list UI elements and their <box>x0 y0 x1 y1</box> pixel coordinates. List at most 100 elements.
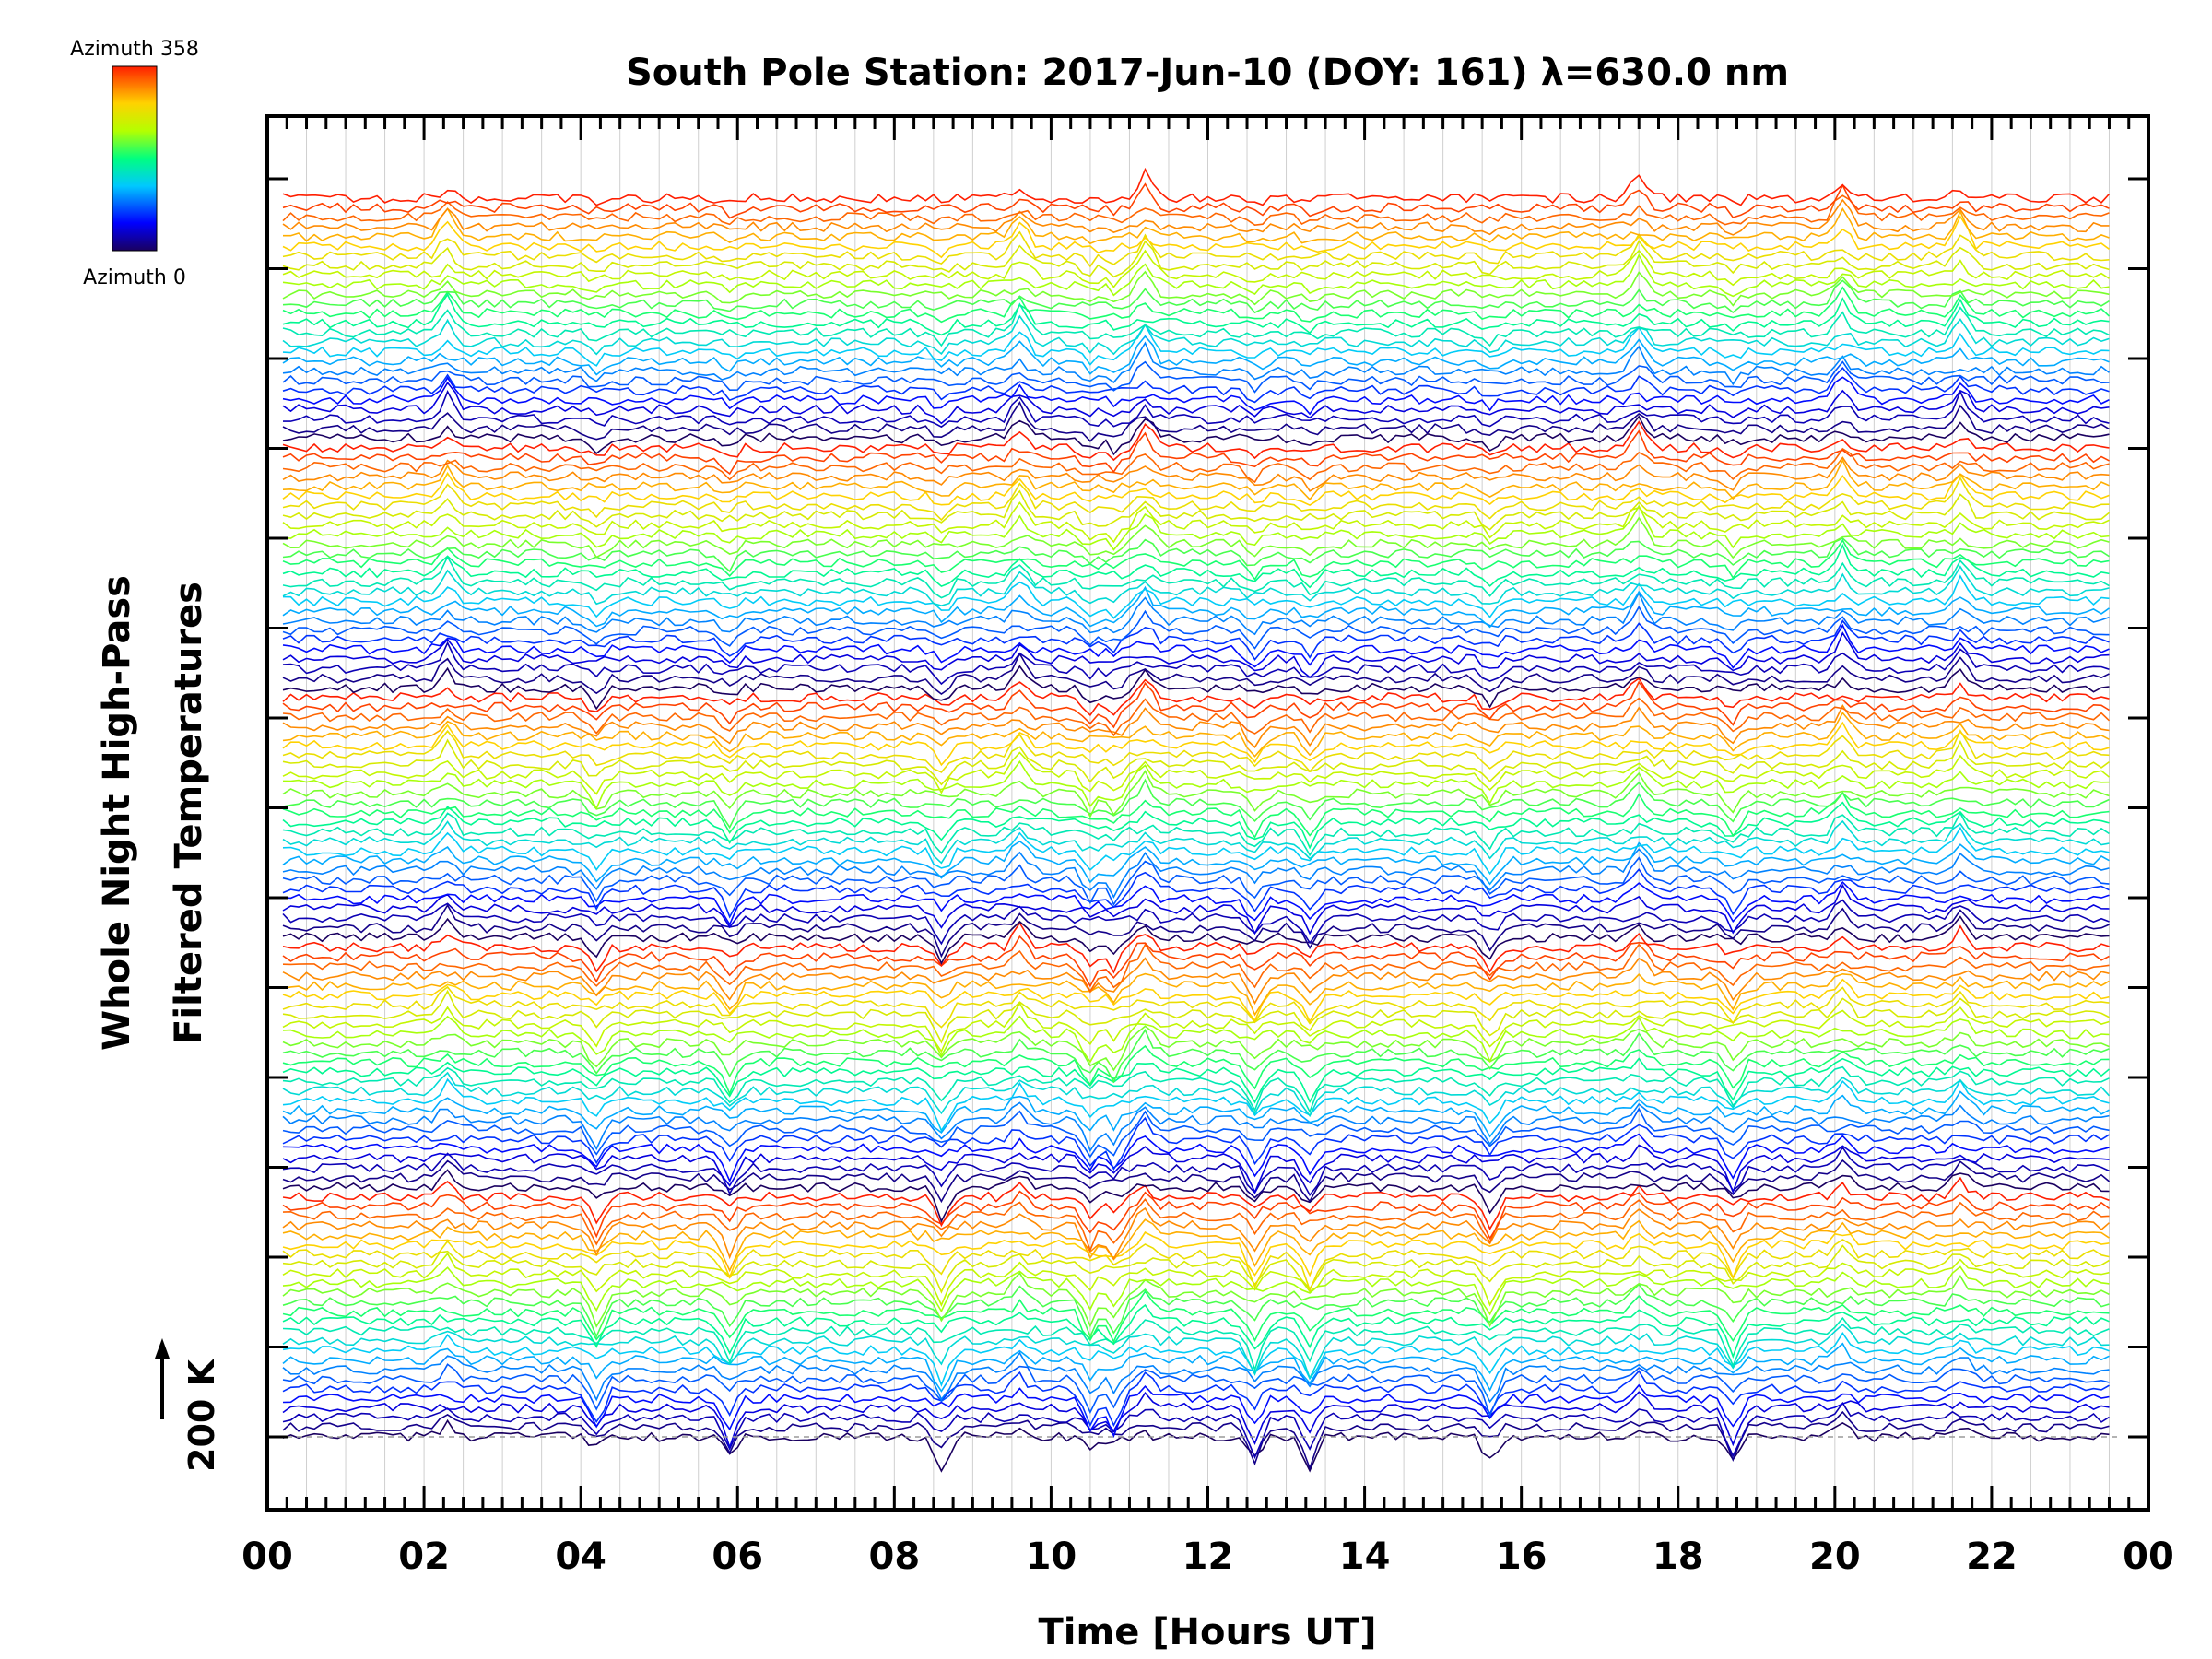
series-line <box>282 1238 2110 1292</box>
series-line <box>282 565 2110 607</box>
series-line <box>282 194 2110 227</box>
series-line <box>282 1015 2110 1064</box>
series-line <box>282 1146 2110 1197</box>
series-line <box>282 302 2110 347</box>
series-line <box>282 801 2110 850</box>
series-line <box>282 574 2110 619</box>
x-tick-label: 00 <box>2123 1535 2174 1578</box>
series-line <box>282 1107 2110 1159</box>
series-line <box>282 198 2110 236</box>
series-line <box>282 778 2110 830</box>
series-line <box>282 1090 2110 1138</box>
series-line <box>282 240 2110 278</box>
chart-title: South Pole Station: 2017-Jun-10 (DOY: 16… <box>626 52 1789 94</box>
series-line <box>282 868 2110 919</box>
series-line <box>282 1169 2110 1224</box>
series-line <box>282 1025 2110 1072</box>
series-line <box>282 751 2110 795</box>
x-tick-label: 02 <box>398 1535 450 1578</box>
series-line <box>282 458 2110 501</box>
series-line <box>282 922 2110 974</box>
x-tick-label: 00 <box>241 1535 293 1578</box>
series-line <box>282 631 2110 678</box>
x-tick-labels: 00 02 04 06 08 10 12 14 16 18 20 22 00 <box>241 1535 2174 1578</box>
x-tick-label: 16 <box>1496 1535 1547 1578</box>
x-tick-label: 18 <box>1653 1535 1704 1578</box>
x-tick-label: 20 <box>1809 1535 1861 1578</box>
series-line <box>282 249 2110 288</box>
series-line <box>282 989 2110 1044</box>
series-line <box>282 1342 2110 1393</box>
series-line <box>282 1002 2110 1053</box>
series-line <box>283 389 2110 429</box>
scale-label: 200 K <box>182 1358 222 1472</box>
series-line <box>282 215 2110 259</box>
series-line <box>282 972 2110 1017</box>
series-line <box>282 585 2110 629</box>
series-line <box>282 555 2110 599</box>
y-axis-label-line2: Filtered Temperatures <box>168 582 210 1044</box>
series-line <box>282 270 2110 307</box>
series-line <box>282 1370 2110 1428</box>
x-axis-label: Time [Hours UT] <box>1039 1611 1377 1653</box>
series-line <box>282 1116 2110 1171</box>
series-line <box>282 1218 2110 1273</box>
series-line <box>282 1071 2111 1118</box>
series-line <box>282 286 2111 324</box>
series-line <box>282 516 2110 559</box>
series-line <box>282 1206 2111 1261</box>
series-line <box>282 883 2110 935</box>
series-line <box>282 1351 2110 1404</box>
series-line <box>282 840 2110 886</box>
series-line <box>282 335 2110 376</box>
series-line <box>282 1383 2110 1439</box>
series-line <box>282 323 2110 367</box>
scale-arrow-head <box>155 1338 170 1359</box>
series-line <box>282 591 2110 636</box>
series-line <box>282 366 2110 404</box>
series-line <box>282 697 2111 737</box>
series-group <box>282 167 2111 1473</box>
y-axis-label-line1: Whole Night High-Pass <box>96 575 138 1051</box>
series-line <box>282 314 2110 356</box>
series-line <box>282 1077 2110 1133</box>
series-line <box>282 1133 2110 1183</box>
x-tick-label: 12 <box>1182 1535 1234 1578</box>
series-line <box>282 1331 2110 1387</box>
series-line <box>282 899 2110 946</box>
series-line <box>282 456 2110 492</box>
series-line <box>282 738 2110 786</box>
series-line <box>282 376 2110 416</box>
series-line <box>282 826 2110 876</box>
series-line <box>282 1044 2110 1096</box>
series-line <box>282 1418 2110 1473</box>
x-tick-label: 22 <box>1966 1535 2018 1578</box>
series-line <box>282 504 2110 551</box>
series-line <box>282 360 2110 394</box>
colorbar <box>112 65 158 252</box>
series-line <box>282 1410 2110 1471</box>
series-line <box>282 447 2110 484</box>
series-line <box>282 1176 2110 1230</box>
series-line <box>282 1324 2110 1381</box>
series-line <box>282 711 2110 758</box>
x-tick-label: 14 <box>1339 1535 1391 1578</box>
series-line <box>282 1190 2110 1241</box>
series-line <box>282 623 2110 669</box>
series-line <box>282 978 2110 1023</box>
series-line <box>282 1401 2110 1460</box>
series-line <box>282 489 2111 531</box>
tick-marks <box>265 116 2150 1510</box>
series-line <box>282 935 2110 988</box>
series-line <box>282 167 2111 206</box>
series-line <box>282 729 2110 773</box>
series-line <box>282 476 2110 522</box>
series-line <box>282 605 2110 650</box>
series-line <box>282 856 2110 906</box>
series-line <box>282 1272 2110 1328</box>
series-line <box>282 253 2110 298</box>
series-line <box>282 1197 2110 1253</box>
series-line <box>283 206 2110 245</box>
series-line <box>282 429 2110 476</box>
